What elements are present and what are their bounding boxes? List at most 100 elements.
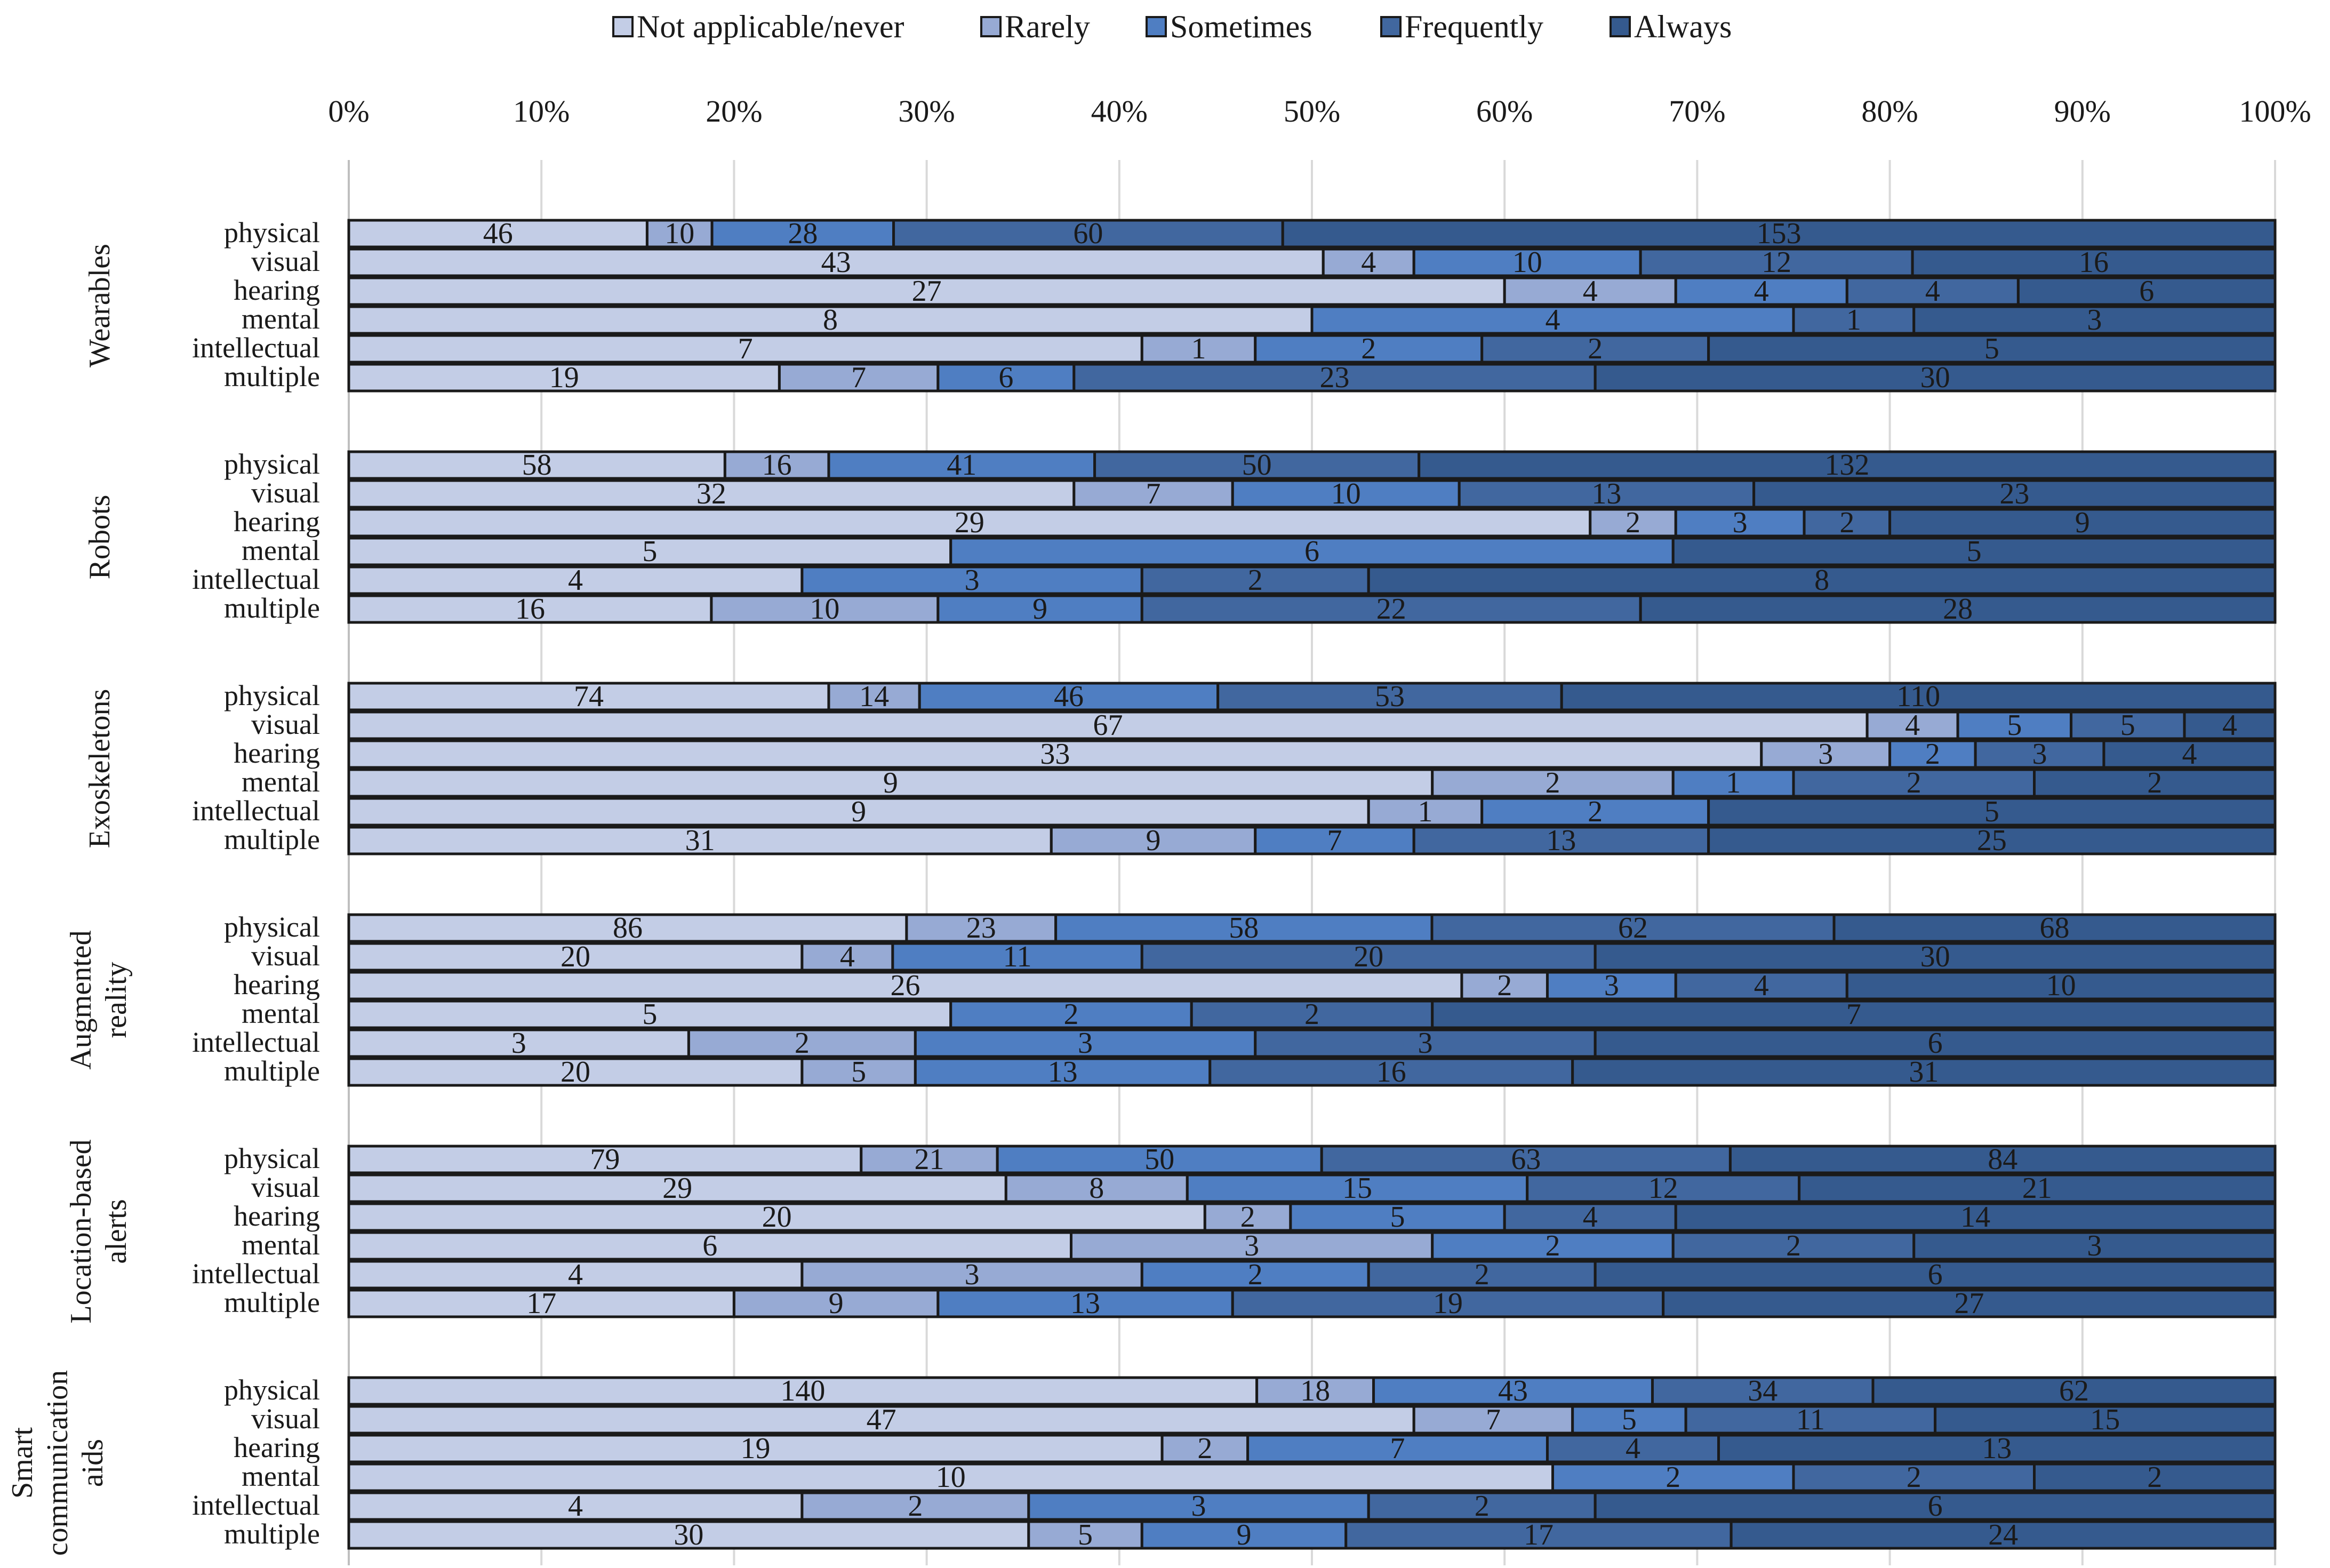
data-label: 4 <box>1583 275 1598 308</box>
bar-segment-smart-communication-aids-mental-not-applicable-never <box>347 1462 1554 1492</box>
bar-segment-wearables-mental-always <box>1912 305 2277 335</box>
data-label: 7 <box>738 332 753 365</box>
bar-segment-location-based-alerts-physical-always <box>1728 1145 2277 1174</box>
data-label: 13 <box>1070 1287 1100 1320</box>
bar-segment-exoskeletons-multiple-frequently <box>1412 826 1710 855</box>
row-label-physical: physical <box>224 448 320 480</box>
data-label: 30 <box>1920 361 1950 394</box>
data-label: 4 <box>1925 275 1940 308</box>
bar-segment-smart-communication-aids-physical-frequently <box>1651 1376 1875 1406</box>
bar-segment-robots-hearing-rarely <box>1589 508 1677 538</box>
data-label: 4 <box>1905 709 1920 742</box>
group-label-smart-communication-aids: Smart communication aids <box>6 1370 109 1556</box>
row-label-mental: mental <box>242 1229 320 1261</box>
bar-segment-wearables-hearing-sometimes <box>1674 276 1848 306</box>
bar-segment-robots-visual-sometimes <box>1231 479 1461 509</box>
bar-segment-wearables-mental-not-applicable-never <box>347 305 1314 335</box>
data-label: 2 <box>1304 998 1319 1031</box>
bar-segment-exoskeletons-mental-always <box>2033 768 2277 798</box>
row-label-hearing: hearing <box>234 274 320 306</box>
data-label: 20 <box>561 1055 590 1089</box>
bar-segment-augmented-reality-hearing-sometimes <box>1546 971 1677 1001</box>
bar-segment-exoskeletons-physical-always <box>1560 682 2277 711</box>
data-label: 50 <box>1242 449 1272 482</box>
bar-segment-exoskeletons-visual-rarely <box>1865 710 1959 740</box>
x-tick-label: 70% <box>1669 94 1725 129</box>
legend-item-not-applicable-never: Not applicable/never <box>612 9 904 44</box>
group-label-exoskeletons: Exoskeletons <box>83 689 116 849</box>
data-label: 21 <box>914 1143 944 1176</box>
row-label-mental: mental <box>242 766 320 798</box>
bar-segment-robots-visual-rarely <box>1072 479 1234 509</box>
data-label: 5 <box>1078 1518 1093 1551</box>
bar-segment-smart-communication-aids-hearing-always <box>1717 1434 2277 1463</box>
data-label: 6 <box>2139 275 2154 308</box>
data-label: 2 <box>1626 506 1640 539</box>
row-label-mental: mental <box>242 303 320 335</box>
data-label: 10 <box>1331 477 1361 510</box>
data-label: 9 <box>1237 1518 1252 1551</box>
data-label: 79 <box>590 1143 620 1176</box>
bar-segment-robots-multiple-sometimes <box>936 594 1143 624</box>
data-label: 16 <box>1376 1055 1406 1089</box>
bar-segment-robots-physical-rarely <box>723 450 830 480</box>
bar-segment-location-based-alerts-mental-always <box>1912 1231 2277 1261</box>
legend-item-always: Always <box>1610 9 1732 44</box>
row-label-intellectual: intellectual <box>192 1026 320 1058</box>
bar-segment-location-based-alerts-multiple-not-applicable-never <box>347 1289 735 1318</box>
row-label-hearing: hearing <box>234 1200 320 1232</box>
row-label-hearing: hearing <box>234 1431 320 1463</box>
bar-segment-robots-intellectual-sometimes <box>800 565 1143 595</box>
data-label: 4 <box>2182 738 2197 771</box>
x-tick-label: 10% <box>513 94 570 129</box>
bar-segment-location-based-alerts-hearing-always <box>1674 1202 2277 1232</box>
x-tick-label: 30% <box>898 94 955 129</box>
row-label-intellectual: intellectual <box>192 332 320 364</box>
row-label-multiple: multiple <box>224 361 320 393</box>
bar-segment-smart-communication-aids-intellectual-always <box>1594 1491 2277 1521</box>
bar-segment-exoskeletons-intellectual-rarely <box>1367 797 1484 827</box>
data-label: 2 <box>1907 1461 1921 1494</box>
data-label: 2 <box>1907 766 1921 799</box>
group-label-line: aids <box>76 1439 109 1487</box>
bar-segment-wearables-physical-frequently <box>892 219 1284 249</box>
data-label: 2 <box>1475 1490 1490 1523</box>
data-label: 17 <box>526 1287 556 1320</box>
data-label: 67 <box>1093 709 1123 742</box>
bar-segment-robots-mental-sometimes <box>949 537 1675 566</box>
data-label: 3 <box>511 1027 526 1060</box>
group-label-location-based-alerts: Location-based alerts <box>65 1139 133 1323</box>
data-label: 14 <box>859 680 889 713</box>
bar-segment-smart-communication-aids-intellectual-not-applicable-never <box>347 1491 804 1521</box>
bar-segment-smart-communication-aids-visual-always <box>1934 1405 2277 1435</box>
data-label: 16 <box>2079 246 2109 279</box>
data-label: 28 <box>788 217 818 250</box>
bar-segment-exoskeletons-physical-rarely <box>827 682 921 711</box>
bar-segment-wearables-hearing-not-applicable-never <box>347 276 1506 306</box>
row-label-physical: physical <box>224 217 320 249</box>
data-label: 4 <box>568 564 583 597</box>
data-label: 4 <box>2222 709 2237 742</box>
bar-segment-smart-communication-aids-multiple-always <box>1730 1520 2277 1550</box>
data-label: 3 <box>1078 1027 1093 1060</box>
bar-segment-wearables-visual-frequently <box>1639 247 1914 277</box>
bar-segment-smart-communication-aids-visual-frequently <box>1684 1405 1937 1435</box>
data-label: 9 <box>829 1287 844 1320</box>
group-label-line: Augmented <box>65 930 98 1069</box>
data-label: 13 <box>1048 1055 1078 1089</box>
data-label: 13 <box>1982 1432 2012 1465</box>
data-label: 30 <box>674 1518 703 1551</box>
data-label: 21 <box>2022 1172 2052 1205</box>
bar-segment-robots-visual-always <box>1752 479 2277 509</box>
data-label: 140 <box>780 1374 825 1407</box>
bar-segment-augmented-reality-intellectual-always <box>1594 1028 2277 1058</box>
data-label: 74 <box>574 680 604 713</box>
data-label: 3 <box>2087 303 2102 337</box>
legend-swatch <box>1146 16 1167 37</box>
data-label: 110 <box>1896 680 1940 713</box>
data-label: 5 <box>851 1055 866 1089</box>
data-label: 1 <box>1726 766 1741 799</box>
data-label: 31 <box>1909 1055 1939 1089</box>
data-label: 10 <box>936 1461 966 1494</box>
